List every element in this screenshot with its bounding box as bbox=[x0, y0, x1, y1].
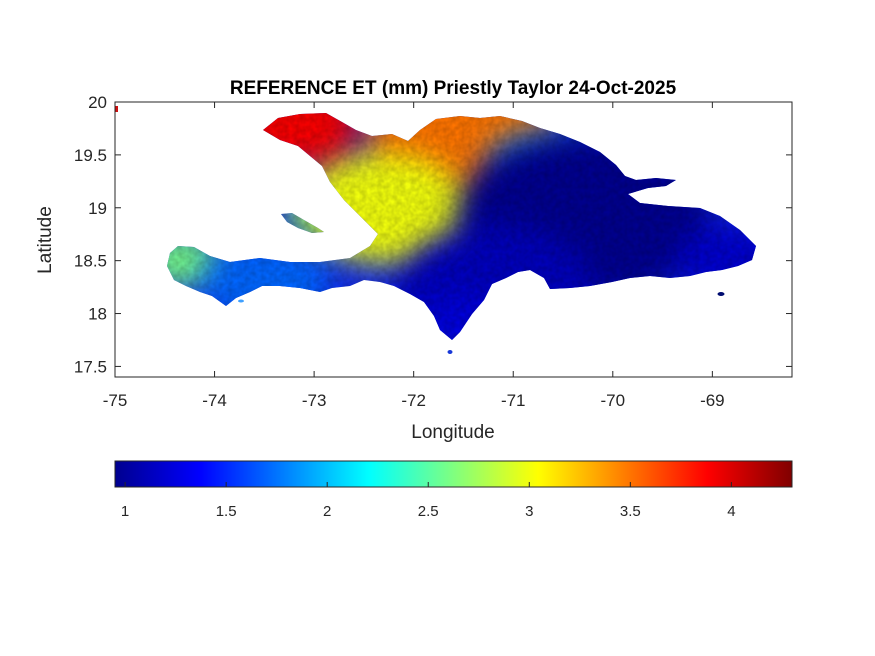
y-tick-label: 18 bbox=[88, 305, 107, 324]
islet-vache bbox=[238, 299, 244, 303]
colorbar-tick-label: 1.5 bbox=[216, 503, 237, 520]
islet-south bbox=[447, 350, 453, 354]
x-tick-label: -75 bbox=[103, 391, 128, 410]
x-axis-label: Longitude bbox=[411, 422, 494, 443]
islet-east bbox=[717, 292, 725, 296]
y-tick-label: 17.5 bbox=[74, 357, 107, 376]
y-tick-label: 19 bbox=[88, 199, 107, 218]
colorbar-tick-label: 4 bbox=[727, 503, 735, 520]
x-axis: -75 -74 -73 -72 -71 -70 -69 bbox=[103, 102, 725, 410]
x-tick-label: -72 bbox=[401, 391, 426, 410]
colorbar-tick-label: 1 bbox=[121, 503, 129, 520]
y-tick-label: 20 bbox=[88, 93, 107, 112]
x-tick-label: -74 bbox=[202, 391, 227, 410]
y-tick-label: 18.5 bbox=[74, 252, 107, 271]
y-axis: 17.5 18 18.5 19 19.5 20 bbox=[74, 93, 792, 376]
axes-box bbox=[114, 101, 793, 378]
x-tick-label: -70 bbox=[601, 391, 626, 410]
corner-fleck bbox=[115, 106, 118, 112]
colorbar-ticks: 1 1.5 2 2.5 3 3.5 4 bbox=[121, 482, 736, 520]
colorbar-tick-label: 3.5 bbox=[620, 503, 641, 520]
chart-title: REFERENCE ET (mm) Priestly Taylor 24-Oct… bbox=[230, 78, 677, 99]
colorbar-tick-label: 2.5 bbox=[418, 503, 439, 520]
y-axis-label: Latitude bbox=[35, 206, 56, 274]
y-tick-label: 19.5 bbox=[74, 146, 107, 165]
colorbar bbox=[114, 460, 793, 488]
colorbar-tick-label: 3 bbox=[525, 503, 533, 520]
x-tick-label: -69 bbox=[700, 391, 725, 410]
colorbar-tick-label: 2 bbox=[323, 503, 331, 520]
x-tick-label: -73 bbox=[302, 391, 327, 410]
x-tick-label: -71 bbox=[501, 391, 526, 410]
